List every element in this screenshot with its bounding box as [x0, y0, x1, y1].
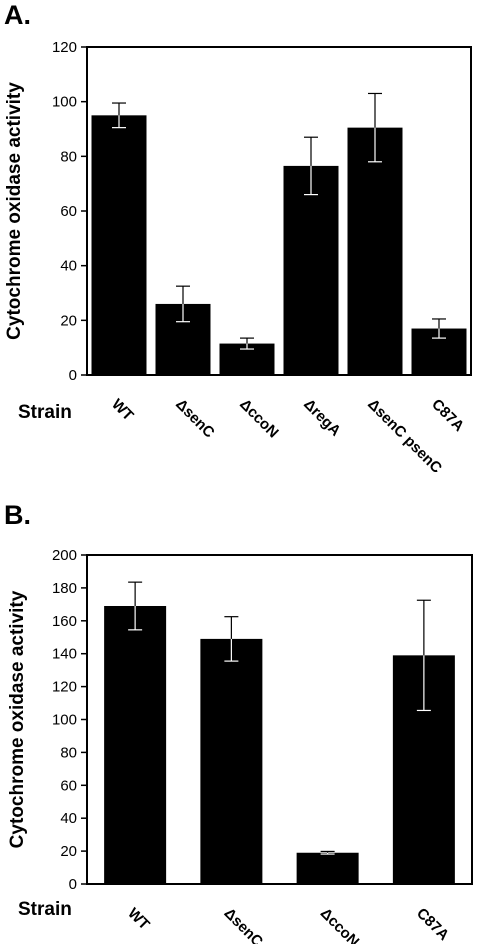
chart-b-y-tick-label: 100 — [52, 712, 77, 729]
chart-a-y-tick-label: 60 — [60, 203, 77, 220]
chart-a-y-tick-label: 120 — [52, 39, 77, 56]
chart-a-strain-label: Strain — [18, 402, 72, 423]
panel-a-letter: A. — [4, 0, 31, 30]
chart-b-category-label: C87A — [413, 905, 452, 944]
chart-b-y-tick-label: 140 — [52, 646, 77, 663]
chart-b-bar — [104, 605, 167, 884]
chart-a-y-tick-label: 80 — [60, 148, 77, 165]
chart-a-y-tick-label: 0 — [69, 367, 77, 384]
chart-b-category-label: WT — [124, 905, 153, 934]
panel-b-letter: B. — [4, 500, 31, 530]
chart-b-y-tick-label: 0 — [69, 876, 77, 893]
chart-b-category-label: ΔsenC — [221, 905, 267, 944]
chart-a-y-tick-label: 20 — [60, 312, 77, 329]
chart-b-y-tick-label: 80 — [60, 744, 77, 761]
chart-b-strain-label: Strain — [18, 899, 72, 920]
chart-b-y-tick-label: 160 — [52, 613, 77, 630]
chart-b-y-tick-label: 40 — [60, 810, 77, 827]
chart-b-category-label: ΔccoN — [317, 905, 363, 944]
chart-a-y-tick-label: 40 — [60, 258, 77, 275]
chart-a-bar — [283, 165, 339, 375]
chart-a-bar — [91, 115, 147, 375]
chart-a-category-label: C87A — [428, 396, 467, 435]
chart-b: 0 20 40 60 80 100 120 140 160 180 200 Cytochrome ox… — [7, 547, 473, 944]
chart-a-category-label: ΔccoN — [236, 396, 282, 442]
chart-b-y-tick-label: 180 — [52, 580, 77, 597]
chart-a-y-tick-label: 100 — [52, 94, 77, 111]
chart-a-category-label: ΔsenC — [172, 396, 218, 442]
chart-b-bar — [200, 638, 263, 884]
chart-a-category-label: ΔregA — [300, 396, 344, 440]
chart-a-bar — [347, 127, 403, 375]
chart-a: 0 20 40 60 80 100 120 Cytochrome oxidase activi… — [4, 39, 472, 477]
chart-b-y-tick-label: 60 — [60, 777, 77, 794]
chart-a-y-axis-label: Cytochrome oxidase activity — [4, 82, 25, 340]
chart-b-y-tick-label: 120 — [52, 679, 77, 696]
chart-b-y-axis-label: Cytochrome oxidase activity — [7, 590, 28, 848]
chart-b-bar — [296, 852, 359, 884]
chart-b-y-tick-label: 20 — [60, 843, 77, 860]
chart-b-y-tick-label: 200 — [52, 547, 77, 564]
chart-a-category-label: WT — [108, 396, 137, 425]
